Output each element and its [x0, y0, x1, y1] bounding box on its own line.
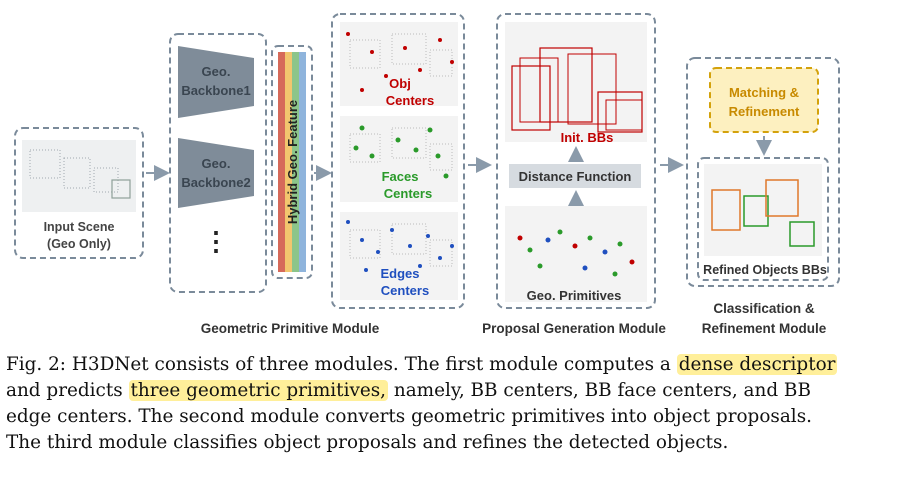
proposal-generation-module-label: Proposal Generation Module	[482, 321, 666, 336]
obj-centers-image	[340, 22, 458, 106]
obj-centers-label-1: Obj	[389, 76, 411, 91]
faces-centers-label-2: Centers	[384, 186, 432, 201]
proposal-generation-module: Init. BBs Distance Function Geo. Primiti…	[496, 13, 656, 309]
input-scene-label-1: Input Scene	[44, 220, 115, 234]
caption-text: and predicts	[6, 380, 129, 401]
matching-refinement-box	[709, 67, 819, 133]
caption-text: namely, BB centers, BB face centers, and…	[388, 380, 811, 401]
caption-line-1: Fig. 2: H3DNet consists of three modules…	[6, 352, 898, 378]
input-scene-panel: Input Scene (Geo Only)	[14, 127, 144, 259]
geo-primitives-label: Geo. Primitives	[527, 288, 622, 303]
edges-centers-label-1: Edges	[380, 266, 419, 281]
caption-highlight-dense-descriptor: dense descriptor	[676, 354, 838, 375]
backbone2-shape	[178, 138, 254, 208]
backbone2-label-1: Geo.	[202, 156, 231, 171]
classification-module-label-2: Refinement Module	[702, 321, 827, 336]
input-scene-image	[22, 140, 136, 212]
backbone-ellipsis: ⋮	[203, 226, 229, 256]
matching-label-2: Refinement	[729, 104, 800, 119]
distance-function-label: Distance Function	[519, 169, 632, 184]
caption-text: Fig. 2: H3DNet consists of three modules…	[6, 354, 677, 375]
distance-function-box	[509, 164, 641, 188]
figure: Input Scene (Geo Only) Geo. Backbone1 Ge…	[14, 13, 840, 336]
refined-objects-label: Refined Objects BBs	[703, 263, 827, 277]
backbones-panel: Geo. Backbone1 Geo. Backbone2 ⋮	[169, 33, 267, 293]
refined-objects-image	[704, 164, 822, 256]
obj-centers-label-2: Centers	[386, 93, 434, 108]
init-bbs-image	[505, 22, 647, 142]
classification-module: Matching & Refinement Refined Objects BB…	[686, 57, 840, 287]
backbone1-shape	[178, 46, 254, 118]
edges-centers-label-2: Centers	[381, 283, 429, 298]
caption-line-2: and predicts three geometric primitives,…	[6, 378, 898, 404]
matching-label-1: Matching &	[729, 85, 799, 100]
backbone2-label-2: Backbone2	[181, 175, 250, 190]
geometric-primitive-module: Obj Centers Faces Centers Edges Centers	[331, 13, 465, 309]
faces-centers-image	[340, 116, 458, 202]
geo-primitives-image	[505, 206, 647, 302]
init-bbs-label: Init. BBs	[561, 130, 614, 145]
geometric-primitive-module-label: Geometric Primitive Module	[201, 321, 380, 336]
backbone1-label-2: Backbone1	[181, 83, 250, 98]
caption-highlight-three-primitives: three geometric primitives,	[128, 380, 389, 401]
classification-module-label-1: Classification &	[713, 301, 815, 316]
hybrid-feature-panel: Hybrid Geo. Feature	[271, 45, 313, 279]
faces-centers-label-1: Faces	[382, 169, 419, 184]
caption-line-4: The third module classifies object propo…	[6, 432, 729, 453]
hybrid-feature-label: Hybrid Geo. Feature	[285, 100, 300, 224]
input-scene-label-2: (Geo Only)	[47, 237, 111, 251]
backbone1-label-1: Geo.	[202, 64, 231, 79]
edges-centers-image	[340, 212, 458, 300]
figure-caption: Fig. 2: H3DNet consists of three modules…	[6, 352, 898, 456]
caption-line-3: edge centers. The second module converts…	[6, 406, 812, 427]
